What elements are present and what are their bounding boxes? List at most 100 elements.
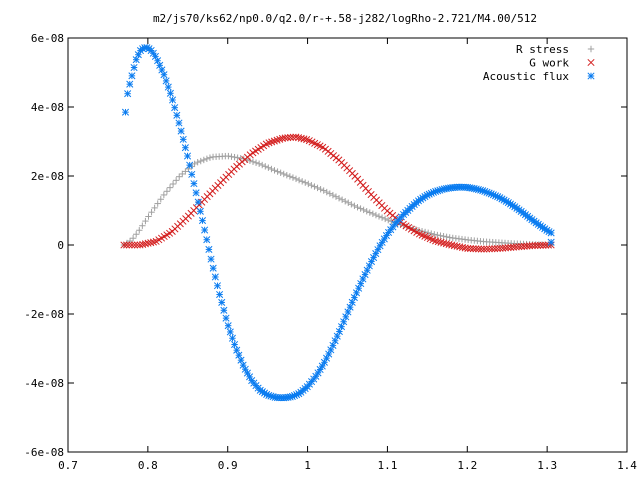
data-point xyxy=(205,245,213,253)
data-point xyxy=(292,133,300,141)
data-point xyxy=(351,202,358,210)
data-point xyxy=(434,238,442,246)
data-point xyxy=(475,245,483,253)
data-point xyxy=(286,133,295,142)
data-point xyxy=(431,231,438,238)
data-point xyxy=(432,237,440,245)
x-tick-label: 1 xyxy=(304,459,311,472)
data-point xyxy=(255,160,263,167)
data-point xyxy=(477,245,485,253)
data-point xyxy=(480,245,488,253)
data-point xyxy=(144,239,152,247)
data-point xyxy=(440,233,447,240)
data-point xyxy=(539,241,547,249)
data-point xyxy=(211,273,219,281)
y-tick-label: 4e-08 xyxy=(31,101,64,114)
data-point xyxy=(456,243,464,251)
data-point xyxy=(201,226,209,234)
data-point xyxy=(151,204,158,212)
data-point xyxy=(366,209,373,216)
data-point xyxy=(274,168,281,175)
data-point xyxy=(136,227,143,234)
data-point xyxy=(376,242,384,250)
data-point xyxy=(317,186,324,193)
data-point xyxy=(534,241,542,250)
data-point xyxy=(273,136,281,144)
data-point xyxy=(141,240,149,248)
data-point xyxy=(173,111,181,119)
data-point xyxy=(542,241,550,249)
data-point xyxy=(188,170,196,178)
data-point xyxy=(434,231,441,239)
data-point xyxy=(176,173,183,180)
data-point xyxy=(164,83,172,91)
data-point xyxy=(225,152,232,160)
y-tick-label: 2e-08 xyxy=(31,170,64,183)
data-point xyxy=(437,238,445,246)
data-point xyxy=(228,334,236,342)
data-point xyxy=(220,306,228,314)
data-point xyxy=(136,241,144,249)
data-point xyxy=(259,161,266,169)
data-point xyxy=(466,245,475,253)
x-tick-label: 0.8 xyxy=(138,459,158,472)
data-point xyxy=(228,153,235,160)
x-tick-label: 1.2 xyxy=(457,459,477,472)
data-point xyxy=(149,238,158,246)
legend-marker xyxy=(587,58,595,67)
data-point xyxy=(446,234,453,241)
data-point xyxy=(265,139,273,147)
data-point xyxy=(226,328,234,336)
data-point xyxy=(547,229,555,237)
series-layer xyxy=(120,44,555,402)
data-point xyxy=(194,198,202,206)
data-point xyxy=(175,119,183,127)
data-point xyxy=(132,231,140,238)
data-point xyxy=(547,238,555,246)
data-point xyxy=(270,137,278,145)
data-point xyxy=(190,180,198,188)
data-point xyxy=(335,194,343,202)
x-tick-label: 0.9 xyxy=(218,459,238,472)
data-point xyxy=(357,205,364,212)
data-point xyxy=(295,134,303,142)
data-point xyxy=(233,346,241,354)
data-point xyxy=(488,245,496,253)
data-point xyxy=(323,188,330,196)
chart-title: m2/js70/ks62/np0.0/q2.0/r-+.58-j282/logR… xyxy=(153,12,537,25)
y-tick-label: -6e-08 xyxy=(24,446,64,459)
data-point xyxy=(491,245,499,253)
data-point xyxy=(203,155,211,163)
data-point xyxy=(168,96,177,104)
data-point xyxy=(295,176,303,184)
data-point xyxy=(147,239,155,247)
data-point xyxy=(197,157,204,165)
data-point xyxy=(472,245,480,253)
data-point xyxy=(354,204,361,211)
data-point xyxy=(203,236,211,244)
x-tick-label: 1.3 xyxy=(537,459,557,472)
data-point xyxy=(157,196,164,203)
series-g-work xyxy=(120,133,555,253)
data-point xyxy=(360,206,367,214)
data-point xyxy=(194,158,201,166)
data-point xyxy=(154,200,161,207)
data-point xyxy=(207,255,215,263)
data-point xyxy=(528,242,536,250)
data-point xyxy=(213,282,222,290)
data-point xyxy=(252,159,260,166)
data-point xyxy=(485,245,493,253)
data-point xyxy=(192,189,200,197)
data-point xyxy=(181,144,189,152)
data-point xyxy=(378,214,386,221)
data-point xyxy=(445,240,453,248)
data-point xyxy=(125,241,133,249)
data-point xyxy=(286,173,294,180)
data-point xyxy=(428,230,435,237)
data-point xyxy=(183,152,192,160)
data-point xyxy=(300,135,308,143)
data-point xyxy=(280,170,287,178)
data-point xyxy=(302,179,309,186)
data-point xyxy=(326,190,334,197)
